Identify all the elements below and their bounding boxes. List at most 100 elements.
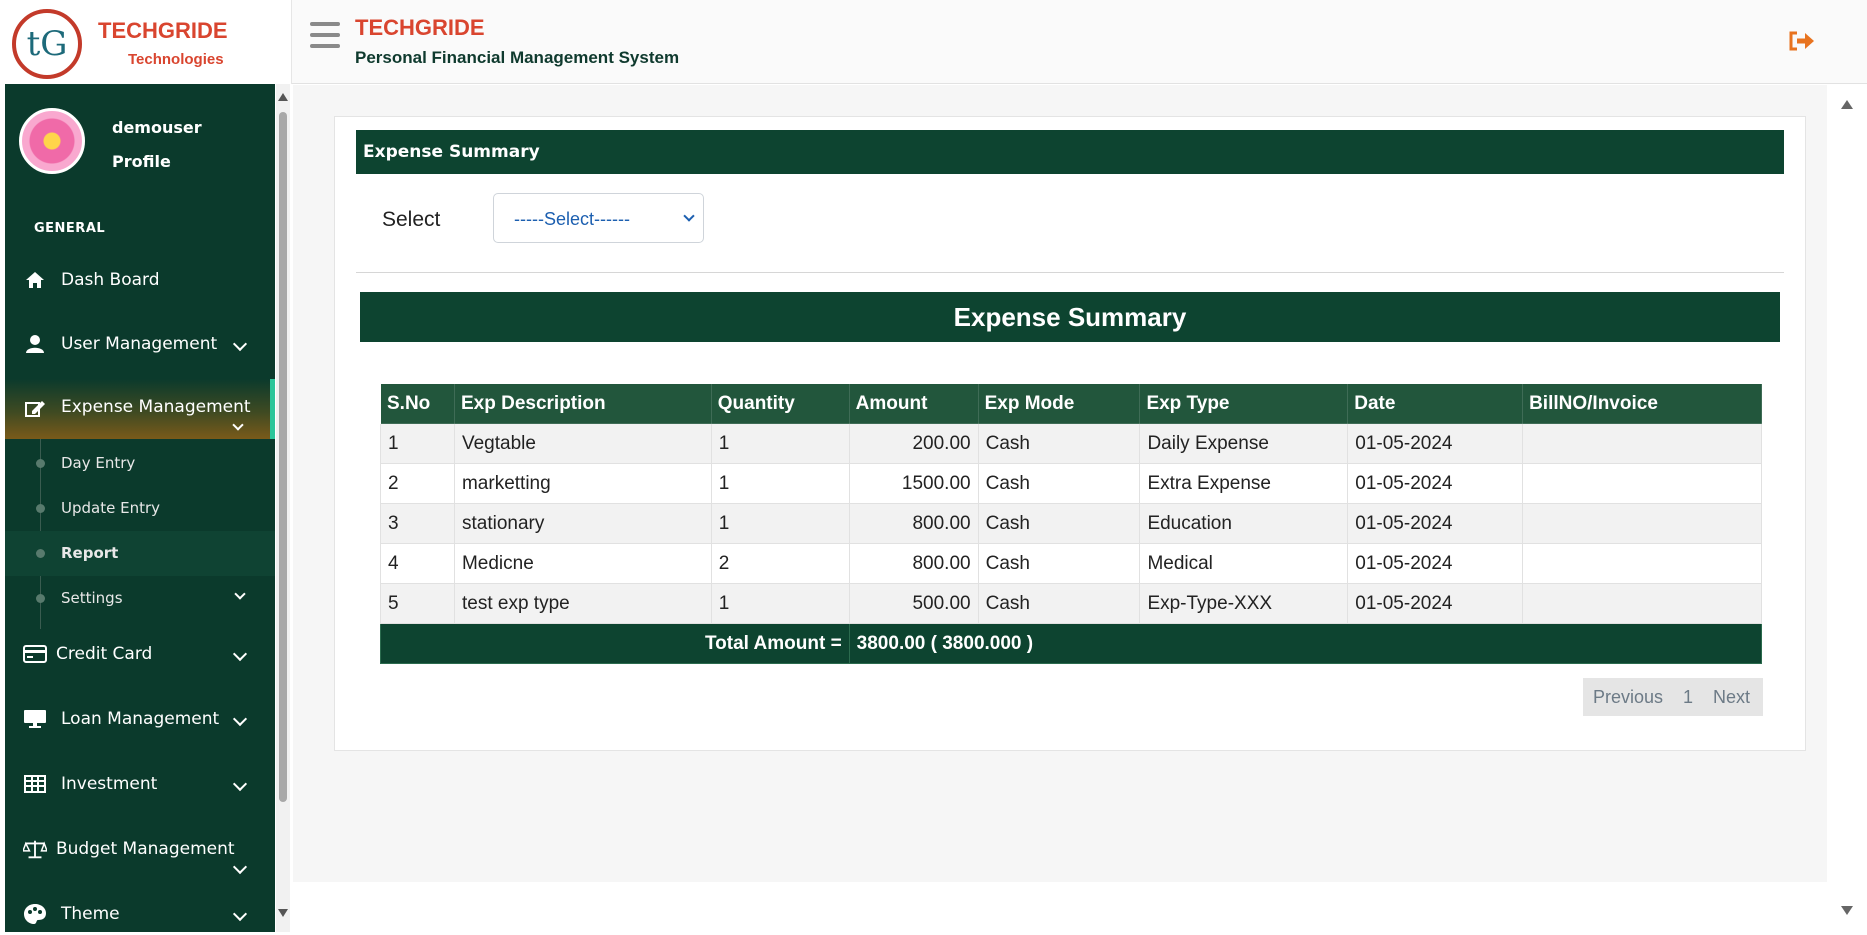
table-row: 4 Medicne 2 800.00 Cash Medical 01-05-20…	[380, 543, 1762, 584]
sidebar-item-expense-management[interactable]: Expense Management	[5, 379, 275, 439]
submenu-item-update-entry[interactable]: Update Entry	[5, 486, 275, 531]
bullet-icon	[36, 504, 45, 513]
submenu-item-report[interactable]: Report	[5, 531, 275, 576]
sidebar-item-investment[interactable]: Investment	[5, 753, 275, 815]
profile-link[interactable]: Profile	[112, 152, 171, 171]
scroll-thumb[interactable]	[279, 112, 287, 802]
cell-mode: Cash	[977, 503, 1141, 544]
bullet-icon	[36, 459, 45, 468]
user-icon	[23, 333, 47, 355]
cell-date: 01-05-2024	[1347, 543, 1524, 584]
sidebar-item-budget-management[interactable]: Budget Management	[5, 818, 275, 880]
cell-description: Vegtable	[453, 423, 712, 464]
chevron-down-icon	[232, 859, 248, 875]
cell-mode: Cash	[977, 463, 1141, 504]
select-value: -----Select------	[514, 209, 630, 229]
sidebar-item-theme[interactable]: Theme	[5, 883, 275, 932]
page-number[interactable]: 1	[1683, 686, 1694, 707]
sidebar-scrollbar[interactable]	[276, 84, 290, 932]
cell-type: Daily Expense	[1139, 423, 1349, 464]
expense-table: S.No Exp Description Quantity Amount Exp…	[380, 383, 1763, 664]
table-row: 3 stationary 1 800.00 Cash Education 01-…	[380, 503, 1762, 544]
chevron-down-icon	[683, 210, 695, 222]
scroll-up-icon[interactable]	[278, 93, 288, 101]
cell-quantity: 1	[710, 463, 850, 504]
sidebar-item-user-management[interactable]: User Management	[5, 313, 275, 375]
cell-bill	[1522, 423, 1762, 464]
cell-mode: Cash	[977, 543, 1141, 584]
sidebar-item-label: Dash Board	[61, 270, 160, 290]
avatar	[19, 108, 85, 174]
hamburger-menu-icon[interactable]	[310, 22, 340, 48]
table-header-row: S.No Exp Description Quantity Amount Exp…	[380, 383, 1762, 424]
cell-amount: 200.00	[848, 423, 979, 464]
app-subtitle: Personal Financial Management System	[355, 48, 680, 67]
scroll-up-icon[interactable]	[1841, 100, 1853, 109]
cell-quantity: 1	[710, 503, 850, 544]
summary-title: Expense Summary	[360, 292, 1780, 342]
cell-date: 01-05-2024	[1347, 583, 1524, 624]
credit-card-icon	[23, 643, 47, 665]
column-header[interactable]: BillNO/Invoice	[1522, 383, 1762, 424]
cell-description: marketting	[453, 463, 712, 504]
cell-amount: 500.00	[848, 583, 979, 624]
chevron-down-icon	[234, 588, 246, 600]
column-header[interactable]: Exp Mode	[977, 383, 1141, 424]
scale-icon	[23, 838, 47, 860]
cell-amount: 800.00	[848, 543, 979, 584]
next-button[interactable]: Next	[1713, 686, 1751, 707]
app-title: TECHGRIDE	[355, 15, 485, 40]
cell-type: Exp-Type-XXX	[1139, 583, 1349, 624]
sidebar-item-label: Theme	[61, 904, 120, 924]
chevron-down-icon	[232, 419, 244, 431]
total-label: Total Amount =	[380, 623, 850, 664]
submenu-label: Settings	[61, 589, 123, 607]
column-header[interactable]: Exp Type	[1139, 383, 1349, 424]
cell-sno: 4	[380, 543, 455, 584]
palette-icon	[23, 903, 47, 925]
table-row: 1 Vegtable 1 200.00 Cash Daily Expense 0…	[380, 423, 1762, 464]
cell-date: 01-05-2024	[1347, 463, 1524, 504]
submenu-label: Report	[61, 544, 119, 562]
brand-sub: Technologies	[128, 51, 224, 68]
card-header: Expense Summary	[356, 130, 1784, 174]
column-header[interactable]: Quantity	[710, 383, 850, 424]
cell-quantity: 1	[710, 583, 850, 624]
scroll-down-icon[interactable]	[1841, 906, 1853, 915]
cell-description: stationary	[453, 503, 712, 544]
submenu-item-day-entry[interactable]: Day Entry	[5, 441, 275, 486]
sidebar-item-label: Credit Card	[56, 644, 153, 664]
sidebar-item-dashboard[interactable]: Dash Board	[5, 249, 275, 311]
chevron-down-icon	[232, 776, 248, 792]
edit-icon	[23, 398, 47, 420]
bullet-icon	[36, 594, 45, 603]
cell-sno: 1	[380, 423, 455, 464]
cell-date: 01-05-2024	[1347, 503, 1524, 544]
submenu-label: Update Entry	[61, 499, 161, 517]
table-row: 2 marketting 1 1500.00 Cash Extra Expens…	[380, 463, 1762, 504]
summary-select[interactable]: -----Select------	[493, 193, 704, 243]
sidebar-item-loan-management[interactable]: Loan Management	[5, 688, 275, 750]
sidebar: demouser Profile GENERAL Dash Board User…	[5, 84, 275, 932]
brand-logo: tG	[12, 9, 82, 79]
main-scrollbar[interactable]	[1827, 85, 1867, 925]
expense-summary-card: Expense Summary Select -----Select------…	[334, 116, 1806, 751]
column-header[interactable]: Amount	[848, 383, 979, 424]
top-bar: tG TECHGRIDE Technologies TECHGRIDE Pers…	[0, 0, 1867, 84]
section-label: GENERAL	[34, 221, 106, 236]
sidebar-item-label: Loan Management	[61, 709, 220, 729]
scroll-down-icon[interactable]	[278, 909, 288, 917]
column-header[interactable]: S.No	[380, 383, 455, 424]
column-header[interactable]: Date	[1347, 383, 1524, 424]
cell-type: Extra Expense	[1139, 463, 1349, 504]
submenu-item-settings[interactable]: Settings	[5, 576, 275, 621]
logout-icon[interactable]	[1786, 28, 1816, 54]
column-header[interactable]: Exp Description	[453, 383, 712, 424]
total-row: Total Amount = 3800.00 ( 3800.000 )	[380, 623, 1763, 664]
total-value: 3800.00 ( 3800.000 )	[848, 623, 1763, 664]
previous-button[interactable]: Previous	[1593, 686, 1664, 707]
sidebar-item-credit-card[interactable]: Credit Card	[5, 623, 275, 685]
cell-type: Education	[1139, 503, 1349, 544]
sidebar-item-label: Budget Management	[56, 839, 235, 859]
cell-quantity: 1	[710, 423, 850, 464]
